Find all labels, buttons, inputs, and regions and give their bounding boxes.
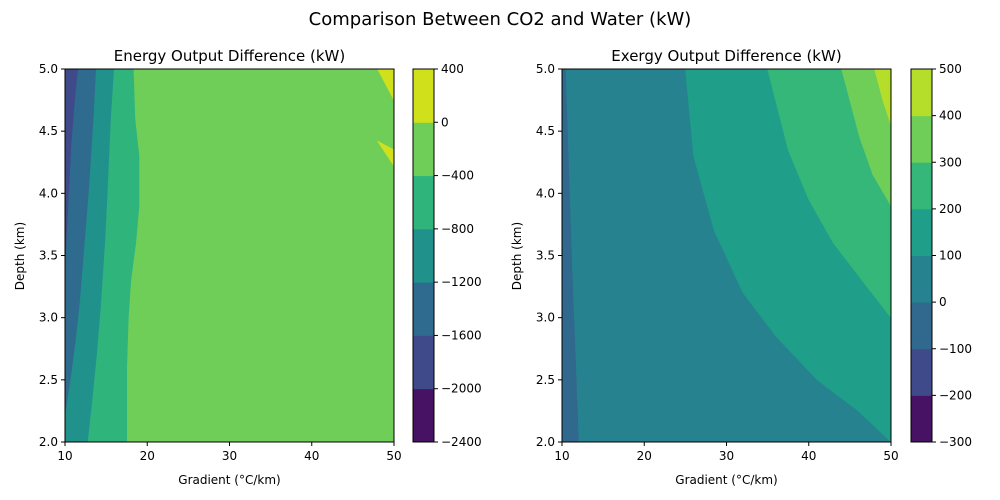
energy-panel-title: Energy Output Difference (kW) — [114, 47, 345, 65]
exergy-colorbar-band — [911, 302, 932, 350]
energy-colorbar-band — [413, 335, 434, 390]
exergy-y-tick-label: 2.5 — [536, 373, 555, 387]
exergy-panel-title: Exergy Output Difference (kW) — [611, 47, 841, 65]
energy-x-tick-label: 40 — [304, 449, 319, 463]
energy-x-tick-label: 10 — [57, 449, 72, 463]
exergy-y-tick-label: 4.0 — [536, 186, 555, 200]
exergy-y-axis-label: Depth (km) — [510, 222, 524, 290]
exergy-colorbar-tick-label: −100 — [939, 342, 972, 356]
exergy-colorbar-tick-label: 100 — [939, 249, 962, 263]
energy-x-tick-label: 20 — [140, 449, 155, 463]
exergy-colorbar-band — [911, 69, 932, 117]
exergy-x-tick-label: 40 — [801, 449, 816, 463]
energy-colorbar-frame — [412, 68, 435, 443]
energy-colorbar-tick-label: 0 — [441, 115, 449, 129]
energy-colorbar-tick-label: −800 — [441, 222, 474, 236]
energy-y-tick-label: 3.5 — [39, 249, 58, 263]
energy-panel: Energy Output Difference (kW) Gradient (… — [13, 47, 482, 487]
exergy-colorbar-tick-label: 0 — [939, 295, 947, 309]
exergy-colorbar-tick-label: 200 — [939, 202, 962, 216]
exergy-colorbar-band — [911, 395, 932, 443]
energy-contour-region-5 — [376, 140, 395, 167]
exergy-colorbar-tick-label: 500 — [939, 62, 962, 76]
exergy-y-tick-label: 3.5 — [536, 249, 555, 263]
energy-y-tick-label: 4.0 — [39, 186, 58, 200]
energy-colorbar-tick-label: −1600 — [441, 328, 482, 342]
exergy-colorbar-band — [911, 162, 932, 210]
energy-y-tick-label: 4.5 — [39, 124, 58, 138]
exergy-y-tick-label: 3.0 — [536, 311, 555, 325]
exergy-y-tick-label: 2.0 — [536, 435, 555, 449]
energy-colorbar-band — [413, 282, 434, 336]
energy-colorbar-tick-label: −2000 — [441, 382, 482, 396]
energy-colorbar-band — [413, 69, 434, 123]
energy-y-tick-label: 2.0 — [39, 435, 58, 449]
exergy-y-ticks: 2.0 2.5 3.0 3.5 4.0 4.5 5.0 — [536, 62, 562, 449]
exergy-panel: Exergy Output Difference (kW) Gradient (… — [510, 47, 972, 487]
exergy-x-tick-label: 10 — [554, 449, 569, 463]
energy-x-tick-label: 50 — [386, 449, 401, 463]
exergy-colorbar-band — [911, 348, 932, 396]
energy-y-ticks: 2.0 2.5 3.0 3.5 4.0 4.5 5.0 — [39, 62, 65, 449]
energy-y-tick-label: 2.5 — [39, 373, 58, 387]
exergy-colorbar-tick-label: −200 — [939, 388, 972, 402]
exergy-colorbar-band — [911, 208, 932, 256]
exergy-colorbar-tick-label: −300 — [939, 435, 972, 449]
energy-x-axis-label: Gradient (°C/km) — [178, 473, 280, 487]
energy-colorbar-band — [413, 122, 434, 177]
exergy-colorbar-tick-label: 400 — [939, 109, 962, 123]
exergy-colorbar-band — [911, 255, 932, 303]
energy-colorbar-tick-label: −2400 — [441, 435, 482, 449]
energy-y-tick-label: 3.0 — [39, 311, 58, 325]
exergy-colorbar-band — [911, 115, 932, 163]
energy-colorbar-band — [413, 228, 434, 283]
energy-colorbar-tick-label: 400 — [441, 62, 464, 76]
energy-x-ticks: 10 20 30 40 50 — [57, 442, 402, 463]
energy-y-tick-label: 5.0 — [39, 62, 58, 76]
exergy-colorbar: −300 −200 −100 0 100 200 300 400 500 — [910, 62, 972, 449]
energy-colorbar-tick-label: −1200 — [441, 275, 482, 289]
energy-y-axis-label: Depth (km) — [13, 222, 27, 290]
exergy-contour-plot — [561, 68, 892, 443]
exergy-x-ticks: 10 20 30 40 50 — [554, 442, 899, 463]
energy-colorbar: −2400 −2000 −1600 −1200 −800 −400 0 400 — [412, 62, 482, 449]
exergy-x-tick-label: 50 — [883, 449, 898, 463]
exergy-x-tick-label: 30 — [719, 449, 734, 463]
exergy-x-tick-label: 20 — [637, 449, 652, 463]
exergy-y-tick-label: 4.5 — [536, 124, 555, 138]
exergy-x-axis-label: Gradient (°C/km) — [675, 473, 777, 487]
energy-colorbar-tick-label: −400 — [441, 169, 474, 183]
exergy-y-tick-label: 5.0 — [536, 62, 555, 76]
energy-colorbar-band — [413, 175, 434, 230]
figure-suptitle: Comparison Between CO2 and Water (kW) — [309, 9, 692, 30]
energy-contour-plot — [64, 68, 395, 443]
exergy-colorbar-tick-label: 300 — [939, 155, 962, 169]
energy-colorbar-band — [413, 388, 434, 443]
energy-contour-region-3 — [87, 68, 140, 443]
energy-x-tick-label: 30 — [222, 449, 237, 463]
